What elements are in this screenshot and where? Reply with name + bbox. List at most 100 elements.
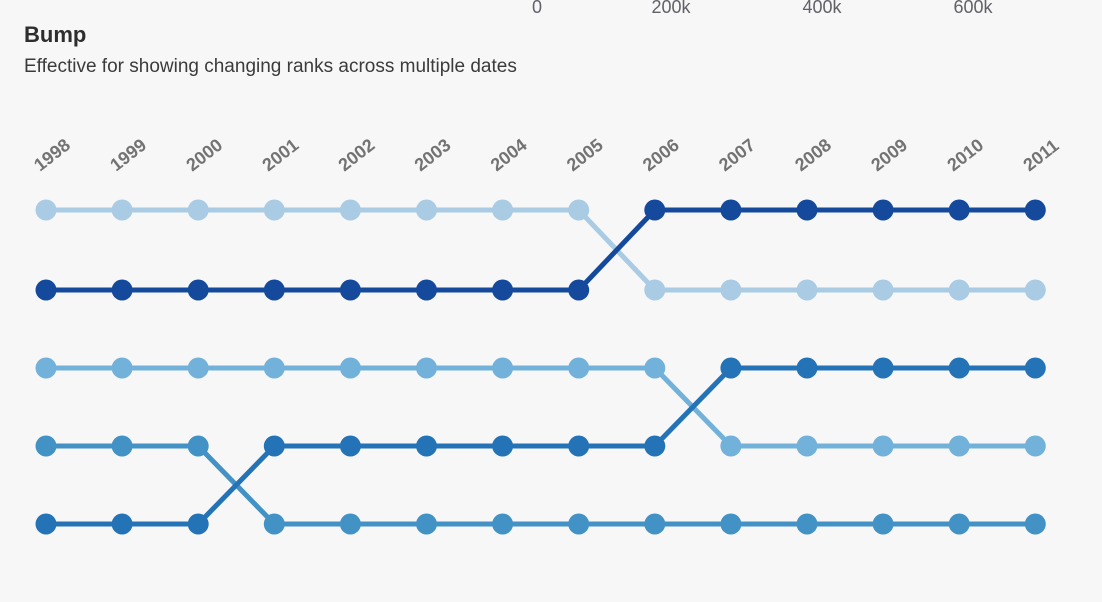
data-point <box>111 199 133 221</box>
x-axis-label: 2004 <box>487 135 531 175</box>
data-point <box>492 435 514 457</box>
x-axis-label: 2002 <box>335 135 379 175</box>
data-point <box>187 199 209 221</box>
data-point <box>263 435 285 457</box>
data-point <box>111 513 133 535</box>
data-point <box>339 357 361 379</box>
data-point <box>872 279 894 301</box>
x-axis-label: 2005 <box>563 135 607 175</box>
series-navy <box>35 199 1046 301</box>
data-point <box>416 435 437 457</box>
data-point <box>720 513 742 535</box>
top-axis-fragment: 0 200k 400k 600k <box>0 0 1102 17</box>
page-title: Bump <box>24 22 87 47</box>
data-point <box>568 357 590 379</box>
data-point <box>1024 357 1046 379</box>
data-point <box>948 357 970 379</box>
data-point <box>339 279 361 301</box>
data-point <box>111 279 133 301</box>
data-point <box>796 279 818 301</box>
chart-header: Bump Effective for showing changing rank… <box>24 22 517 79</box>
top-axis-tick-label: 0 <box>531 0 543 17</box>
data-point <box>720 199 742 221</box>
series-line <box>46 365 1036 449</box>
data-point <box>872 357 894 379</box>
data-point <box>568 199 590 221</box>
x-axis-label: 2008 <box>791 135 835 175</box>
data-point <box>796 435 818 457</box>
data-point <box>720 279 742 301</box>
data-point <box>872 435 894 457</box>
data-point <box>263 199 285 221</box>
x-axis-label: 2000 <box>182 135 226 175</box>
data-point <box>339 435 361 457</box>
data-point <box>492 199 514 221</box>
top-axis-tick-label: 200k <box>651 0 691 17</box>
data-point <box>263 279 285 301</box>
data-point <box>1024 435 1046 457</box>
data-point <box>492 357 514 379</box>
data-point <box>644 357 666 379</box>
data-point <box>796 357 818 379</box>
x-axis-label: 2007 <box>715 135 759 175</box>
data-point <box>187 435 209 457</box>
data-point <box>1024 513 1046 535</box>
series-line <box>46 443 1036 527</box>
x-axis-label: 2009 <box>867 135 911 175</box>
data-point <box>568 513 590 535</box>
data-point <box>872 199 894 221</box>
series-sky-blue <box>35 357 1046 457</box>
data-point <box>568 435 590 457</box>
series-line <box>46 365 1036 527</box>
series-line <box>46 207 1036 293</box>
data-point <box>1024 279 1046 301</box>
x-axis-label: 2006 <box>639 135 683 175</box>
data-point <box>263 513 285 535</box>
data-point <box>948 513 970 535</box>
x-axis-label: 1999 <box>106 135 150 175</box>
series-light-blue <box>35 199 1046 301</box>
data-point <box>35 435 57 457</box>
data-point <box>339 513 361 535</box>
data-point <box>339 199 361 221</box>
data-point <box>35 279 57 301</box>
data-point <box>872 513 894 535</box>
data-point <box>568 279 590 301</box>
data-point <box>644 199 666 221</box>
data-point <box>35 199 57 221</box>
data-point <box>416 279 437 301</box>
top-axis-tick-label: 400k <box>802 0 842 17</box>
data-point <box>263 357 285 379</box>
x-axis-label: 2010 <box>943 135 987 175</box>
data-point <box>1024 199 1046 221</box>
data-point <box>187 513 209 535</box>
data-point <box>111 435 133 457</box>
data-point <box>187 279 209 301</box>
data-point <box>416 199 437 221</box>
data-point <box>187 357 209 379</box>
data-point <box>492 279 514 301</box>
x-axis-label: 1998 <box>30 135 74 175</box>
data-point <box>644 279 666 301</box>
data-point <box>720 357 742 379</box>
data-point <box>948 279 970 301</box>
data-point <box>644 435 666 457</box>
data-point <box>492 513 514 535</box>
series-strong-blue <box>35 357 1046 535</box>
data-point <box>948 199 970 221</box>
page-subtitle: Effective for showing changing ranks acr… <box>24 56 517 78</box>
data-point <box>111 357 133 379</box>
data-point <box>796 199 818 221</box>
data-point <box>948 435 970 457</box>
data-point <box>796 513 818 535</box>
x-axis-label: 2003 <box>411 135 455 175</box>
series-line <box>46 207 1036 293</box>
x-axis-label: 2011 <box>1019 135 1062 175</box>
series-medium-blue <box>35 435 1046 535</box>
x-axis-label: 2001 <box>258 135 302 175</box>
data-point <box>35 357 57 379</box>
data-point <box>416 513 437 535</box>
data-point <box>35 513 57 535</box>
